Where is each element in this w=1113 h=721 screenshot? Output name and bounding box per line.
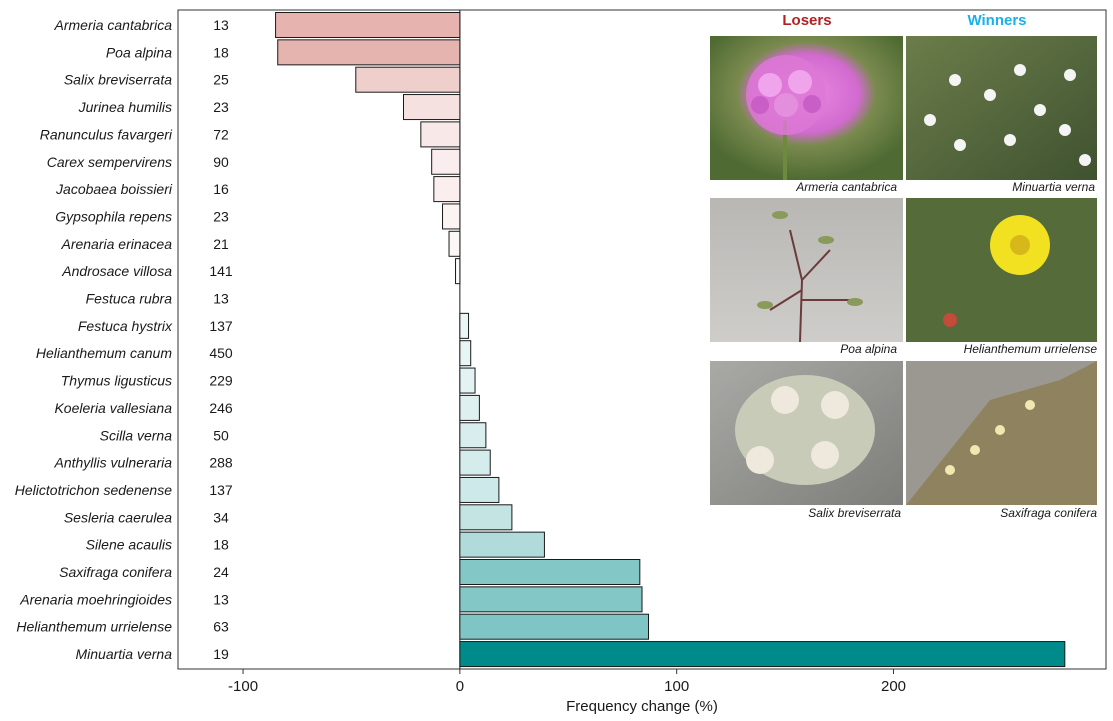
- photo-gallery: Losers Winners: [710, 12, 1097, 520]
- x-tick-label: 100: [664, 678, 689, 695]
- bar: [459, 641, 1066, 668]
- photo-minuartia-verna: [906, 36, 1097, 180]
- x-tick-label: 200: [881, 678, 906, 695]
- photo-caption: Helianthemum urrielense: [964, 342, 1098, 356]
- category-label: Saxifraga conifera: [59, 564, 172, 580]
- sample-size-label: 21: [213, 236, 229, 252]
- winners-heading: Winners: [967, 12, 1026, 29]
- sample-size-label: 246: [209, 400, 233, 416]
- sample-size-label: 137: [209, 482, 233, 498]
- bar: [459, 613, 650, 640]
- bar: [420, 121, 461, 148]
- sample-size-label: 13: [213, 291, 229, 307]
- x-axis: -100 0 100 200: [228, 669, 906, 695]
- category-label: Armeria cantabrica: [54, 17, 173, 33]
- bar: [459, 531, 545, 558]
- photo-caption: Poa alpina: [840, 342, 897, 356]
- bar: [459, 394, 480, 421]
- category-label: Silene acaulis: [86, 537, 172, 553]
- bar: [459, 504, 513, 531]
- sample-size-label: 13: [213, 591, 229, 607]
- photo-caption: Salix breviserrata: [808, 506, 901, 520]
- bar: [459, 476, 500, 503]
- x-tick-label: -100: [228, 678, 258, 695]
- category-label: Scilla verna: [100, 427, 173, 443]
- sample-size-label: 137: [209, 318, 233, 334]
- bar: [402, 94, 461, 121]
- sample-size-label: 34: [213, 509, 229, 525]
- photo-caption: Armeria cantabrica: [795, 180, 897, 194]
- category-label: Festuca hystrix: [78, 318, 173, 334]
- category-label: Salix breviserrata: [64, 72, 172, 88]
- sample-size-label: 63: [213, 619, 229, 635]
- photo-poa-alpina: [710, 198, 903, 343]
- category-label: Jacobaea boissieri: [55, 181, 173, 197]
- bar: [277, 39, 461, 66]
- sample-size-label: 72: [213, 126, 229, 142]
- category-label: Gypsophila repens: [55, 208, 172, 224]
- bar: [433, 176, 461, 203]
- sample-size-label: 23: [213, 208, 229, 224]
- sample-size-label: 288: [209, 455, 233, 471]
- bar: [431, 148, 461, 175]
- category-label: Helianthemum canum: [36, 345, 173, 361]
- bar: [448, 230, 461, 257]
- photo-helianthemum-urrielense: [906, 198, 1097, 342]
- bar: [355, 66, 461, 93]
- category-label: Arenaria erinacea: [60, 236, 172, 252]
- bar: [459, 559, 641, 585]
- category-label: Sesleria caerulea: [64, 509, 172, 525]
- sample-size-label: 13: [213, 17, 229, 33]
- category-label: Thymus ligusticus: [61, 373, 172, 389]
- sample-size-label: 229: [209, 373, 233, 389]
- category-label: Helianthemum urrielense: [16, 619, 172, 635]
- category-label: Anthyllis vulneraria: [54, 455, 173, 471]
- category-label: Jurinea humilis: [78, 99, 172, 115]
- sample-size-label: 25: [213, 72, 229, 88]
- bar: [459, 449, 491, 476]
- category-label: Arenaria moehringioides: [19, 591, 172, 607]
- sample-size-label: 16: [213, 181, 229, 197]
- category-label: Carex sempervirens: [47, 154, 172, 170]
- x-axis-title: Frequency change (%): [566, 698, 718, 715]
- bar: [459, 340, 472, 367]
- sample-size-labels: 13 18 25 23 72 90 16 23 21 141 13 137 450 229 246 50 288…: [209, 17, 233, 662]
- sample-size-label: 141: [209, 263, 233, 279]
- category-label: Festuca rubra: [86, 291, 173, 307]
- x-tick-label: 0: [456, 678, 464, 695]
- category-label: Androsace villosa: [61, 263, 172, 279]
- category-label: Minuartia verna: [76, 646, 173, 662]
- category-label: Helictotrichon sedenense: [15, 482, 172, 498]
- bar: [459, 422, 487, 449]
- sample-size-label: 90: [213, 154, 229, 170]
- sample-size-label: 23: [213, 99, 229, 115]
- bar: [275, 12, 461, 38]
- photo-saxifraga-conifera: [906, 361, 1097, 505]
- category-label: Koeleria vallesiana: [54, 400, 172, 416]
- bar: [459, 586, 643, 613]
- losers-heading: Losers: [782, 12, 831, 29]
- sample-size-label: 19: [213, 646, 229, 662]
- bar-group: [275, 12, 1066, 668]
- category-label: Poa alpina: [106, 44, 172, 60]
- category-label: Ranunculus favargeri: [40, 126, 173, 142]
- sample-size-label: 18: [213, 44, 229, 60]
- sample-size-label: 18: [213, 537, 229, 553]
- bar: [459, 367, 476, 394]
- photo-caption: Saxifraga conifera: [1000, 506, 1097, 520]
- bar: [455, 258, 461, 285]
- bar: [459, 312, 470, 339]
- sample-size-label: 24: [213, 564, 229, 580]
- bar: [442, 203, 461, 230]
- photo-caption: Minuartia verna: [1012, 180, 1095, 194]
- photo-salix-breviserrata: [710, 361, 903, 505]
- species-labels: Armeria cantabrica Poa alpina Salix brevis…: [15, 17, 173, 662]
- photo-armeria-cantabrica: [710, 36, 903, 180]
- sample-size-label: 50: [213, 427, 229, 443]
- sample-size-label: 450: [209, 345, 233, 361]
